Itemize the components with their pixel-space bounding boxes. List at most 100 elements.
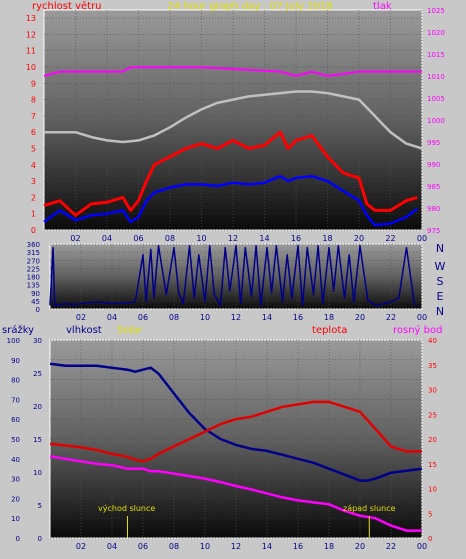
direction-x-tick-label: 18 [324, 313, 334, 322]
temperature-tick-label: 5 [428, 510, 432, 518]
direction-x-tick-label: 02 [76, 313, 86, 322]
rain-tick-label: 10 [33, 469, 42, 477]
rain-tick-label: 25 [33, 370, 42, 378]
top-x-tick-label: 16 [291, 234, 301, 243]
direction-x-tick-label: 20 [355, 313, 365, 322]
wind-speed-tick-label: 12 [26, 30, 36, 39]
wind-speed-tick-label: 4 [31, 161, 36, 170]
top-x-tick-label: 18 [322, 234, 332, 243]
wind-speed-tick-label: 7 [31, 112, 36, 121]
direction-tick-label: 270 [27, 257, 40, 265]
wind-speed-tick-label: 10 [26, 63, 36, 72]
sunrise-annotation: východ slunce [98, 504, 155, 513]
direction-x-tick-label: 14 [262, 313, 272, 322]
direction-tick-label: 90 [31, 290, 40, 298]
pressure-tick-label: 995 [427, 139, 440, 147]
direction-x-tick-label: 00 [417, 313, 427, 322]
temperature-tick-label: 40 [428, 337, 437, 345]
direction-tick-label: 180 [27, 274, 40, 282]
direction-label-s: S [437, 275, 444, 288]
top-x-tick-label: 22 [385, 234, 395, 243]
pressure-tick-label: 1025 [427, 7, 445, 15]
direction-tick-label: 45 [31, 298, 40, 306]
rain-tick-label: 0 [38, 535, 42, 543]
temperature-axis-label: teplota [312, 325, 347, 336]
bottom-x-tick-label: 18 [324, 542, 334, 551]
rain-axis-label: srážky [2, 324, 34, 336]
direction-x-tick-label: 12 [231, 313, 241, 322]
direction-label-e: E [437, 290, 444, 303]
pressure-tick-label: 1015 [427, 51, 445, 59]
humidity-tick-label: 60 [11, 416, 20, 424]
pressure-series [43, 66, 422, 77]
solar-axis-label: Solar [117, 325, 143, 336]
top-x-tick-label: 00 [417, 234, 427, 243]
pressure-tick-label: 1005 [427, 95, 445, 103]
rain-tick-label: 15 [33, 436, 42, 444]
top-x-tick-label: 02 [70, 234, 80, 243]
wind-speed-tick-label: 9 [31, 79, 36, 88]
temperature-tick-label: 35 [428, 362, 437, 370]
bottom-x-tick-label: 22 [386, 542, 396, 551]
temperature-tick-label: 25 [428, 411, 437, 419]
wind-speed-tick-label: 6 [31, 128, 36, 137]
humidity-tick-label: 20 [11, 495, 20, 503]
humidity-tick-label: 50 [11, 436, 20, 444]
top-x-tick-label: 12 [228, 234, 238, 243]
humidity-tick-label: 100 [7, 337, 20, 345]
wind-speed-axis-label: rychlost větru [32, 0, 102, 12]
temperature-tick-label: 0 [428, 535, 432, 543]
direction-label-n-bottom: N [436, 305, 444, 318]
direction-x-tick-label: 16 [293, 313, 303, 322]
top-x-tick-label: 06 [133, 234, 143, 243]
wind-speed-series [43, 174, 419, 227]
top-x-tick-label: 14 [259, 234, 269, 243]
temperature-series [49, 400, 422, 463]
temperature-tick-label: 30 [428, 387, 437, 395]
wind-speed-tick-label: 8 [31, 96, 36, 105]
dew-point-series [49, 455, 422, 532]
pressure-tick-label: 975 [427, 227, 440, 235]
pressure-tick-label: 980 [427, 205, 440, 213]
direction-tick-label: 135 [27, 282, 40, 290]
direction-tick-label: 225 [27, 265, 40, 273]
temperature-trace-series [44, 90, 423, 150]
top-chart-title: 24 hour graph day : 07 July 2018 [167, 1, 332, 12]
wind-speed-tick-label: 3 [31, 177, 36, 186]
bottom-x-tick-label: 00 [417, 542, 427, 551]
direction-x-tick-label: 04 [107, 313, 117, 322]
direction-x-tick-label: 06 [138, 313, 148, 322]
humidity-tick-label: 70 [11, 396, 20, 404]
humidity-series [49, 362, 423, 482]
humidity-tick-label: 80 [11, 377, 20, 385]
wind-speed-tick-label: 1 [31, 210, 36, 219]
humidity-tick-label: 90 [11, 357, 20, 365]
temperature-tick-label: 10 [428, 486, 437, 494]
rain-tick-label: 30 [33, 337, 42, 345]
direction-label-w: W [435, 260, 446, 273]
direction-label-n-top: N [436, 242, 444, 255]
dew-point-axis-label: rosný bod [393, 324, 442, 336]
direction-x-tick-label: 10 [200, 313, 210, 322]
wind-direction-series [49, 245, 418, 307]
humidity-tick-label: 30 [11, 476, 20, 484]
bottom-x-tick-label: 14 [262, 542, 272, 551]
bottom-x-tick-label: 10 [200, 542, 210, 551]
bottom-x-tick-label: 04 [107, 542, 117, 551]
pressure-tick-label: 1010 [427, 73, 445, 81]
direction-x-tick-label: 08 [169, 313, 179, 322]
sunset-annotation: západ slunce [343, 504, 396, 513]
wind-speed-tick-label: 2 [31, 193, 36, 202]
humidity-axis-label: vlhkost [66, 325, 102, 336]
pressure-axis-label: tlak [373, 1, 392, 12]
pressure-tick-label: 990 [427, 161, 440, 169]
bottom-x-tick-label: 12 [231, 542, 241, 551]
bottom-x-tick-label: 20 [355, 542, 365, 551]
top-x-tick-label: 04 [102, 234, 112, 243]
wind-speed-tick-label: 5 [31, 145, 36, 154]
bottom-x-tick-label: 02 [76, 542, 86, 551]
wind-speed-tick-label: 0 [31, 226, 36, 235]
pressure-tick-label: 1020 [427, 29, 445, 37]
temperature-tick-label: 15 [428, 461, 437, 469]
humidity-tick-label: 0 [16, 535, 20, 543]
